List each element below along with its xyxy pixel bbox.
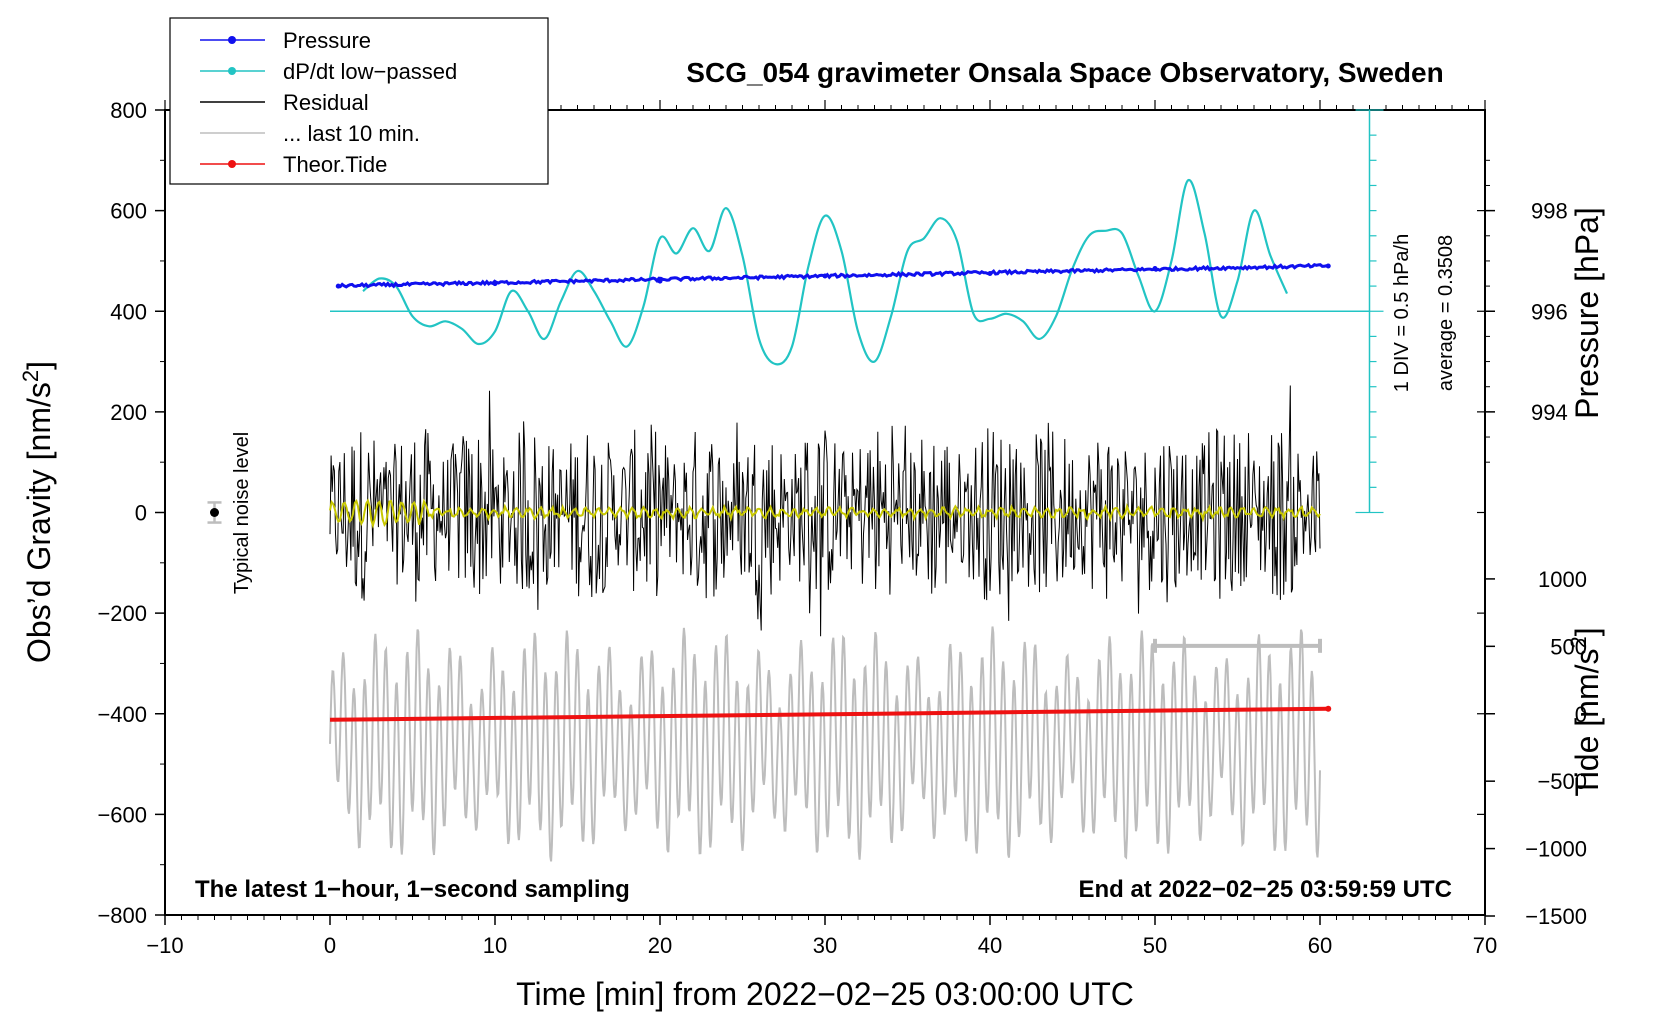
average-label: average = 0.3508: [1435, 235, 1457, 391]
x-tick-label: 30: [813, 933, 837, 958]
tide-line: [329, 706, 1329, 722]
smoothed-residual-layer: [329, 498, 1321, 529]
x-tick-label: −10: [146, 933, 183, 958]
chart-title: SCG_054 gravimeter Onsala Space Observat…: [686, 57, 1443, 88]
pressure-point: [657, 278, 663, 284]
tide-tick-label: −1000: [1525, 837, 1587, 862]
tide-layer: [329, 705, 1332, 722]
pressure-layer: [335, 262, 1331, 289]
pressure-tick-label: 998: [1531, 199, 1568, 224]
y-axis-title-main: Obs’d Gravity [nm/s: [21, 382, 57, 663]
y-tick-label: 400: [110, 299, 147, 324]
noise-level-point: [210, 508, 219, 517]
legend-label: Theor.Tide: [283, 152, 387, 177]
tide-axis-title-sup: 2: [1566, 636, 1591, 648]
pressure-axis-title: Pressure [hPa]: [1569, 207, 1605, 419]
y-tick-label: −200: [97, 601, 147, 626]
pressure-scale-bar: [1355, 109, 1384, 514]
pressure-point: [335, 283, 341, 289]
legend-marker: [228, 160, 236, 168]
smoothed-residual-line: [329, 498, 1321, 529]
legend-items: Pressure dP/dt low−passed Residual ... last…: [200, 28, 457, 177]
tide-tick-label: −1500: [1525, 904, 1587, 929]
pressure-point: [822, 273, 828, 279]
tide-axis-title-close: ]: [1569, 627, 1605, 636]
legend-label: Pressure: [283, 28, 371, 53]
legend-label: Residual: [283, 90, 369, 115]
tide-tick-label: 500: [1550, 634, 1587, 659]
y-tick-label: −800: [97, 903, 147, 928]
pressure-point: [987, 271, 993, 277]
x-tick-label: 0: [324, 933, 336, 958]
residual-layer: [329, 385, 1321, 637]
legend-label: ... last 10 min.: [283, 121, 420, 146]
x-tick-label: 50: [1143, 933, 1167, 958]
tide-tick-label: 0: [1575, 702, 1587, 727]
y-tick-label: 0: [135, 501, 147, 526]
x-tick-label: 60: [1308, 933, 1332, 958]
noise-level-label: Typical noise level: [231, 432, 253, 594]
legend-marker: [228, 67, 236, 75]
pressure-line: [338, 262, 1329, 289]
pressure-point: [1325, 263, 1331, 269]
pressure-tick-label: 996: [1531, 299, 1568, 324]
pressure-point: [492, 281, 498, 287]
tide-axis-title-main: Tide [nm/s: [1569, 648, 1605, 796]
x-tick-label: 40: [978, 933, 1002, 958]
tide-tick-label: −500: [1537, 769, 1587, 794]
y-axis-title-close: ]: [21, 361, 57, 370]
y-tick-label: 800: [110, 98, 147, 123]
legend-box: [169, 17, 549, 185]
y-tick-label: −600: [97, 802, 147, 827]
dpdt-layer: [362, 179, 1289, 366]
footer-left: The latest 1−hour, 1−second sampling: [195, 876, 630, 903]
y-tick-label: 200: [110, 400, 147, 425]
pressure-point: [1152, 265, 1158, 271]
x-tick-label: 70: [1473, 933, 1497, 958]
x-tick-label: 10: [483, 933, 507, 958]
tide-axis-title: Tide [nm/s2]: [1566, 627, 1605, 796]
legend-marker: [228, 36, 236, 44]
residual-line: [329, 385, 1321, 637]
legend: Pressure dP/dt low−passed Residual ... last…: [169, 17, 549, 185]
pressure-tick-label: 994: [1531, 400, 1568, 425]
y-tick-label: −400: [97, 702, 147, 727]
tide-tick-label: 1000: [1538, 567, 1587, 592]
x-axis-title: Time [min] from 2022−02−25 03:00:00 UTC: [516, 976, 1134, 1012]
footer-right: End at 2022−02−25 03:59:59 UTC: [1078, 876, 1452, 903]
tide-point: [1325, 705, 1332, 712]
dpdt-line: [362, 179, 1289, 366]
x-tick-label: 20: [648, 933, 672, 958]
y-axis-title: Obs’d Gravity [nm/s2]: [18, 361, 57, 663]
legend-label: dP/dt low−passed: [283, 59, 457, 84]
div-label: 1 DIV = 0.5 hPa/h: [1391, 234, 1413, 392]
y-tick-label: 600: [110, 199, 147, 224]
y-axis-title-sup: 2: [18, 370, 43, 382]
